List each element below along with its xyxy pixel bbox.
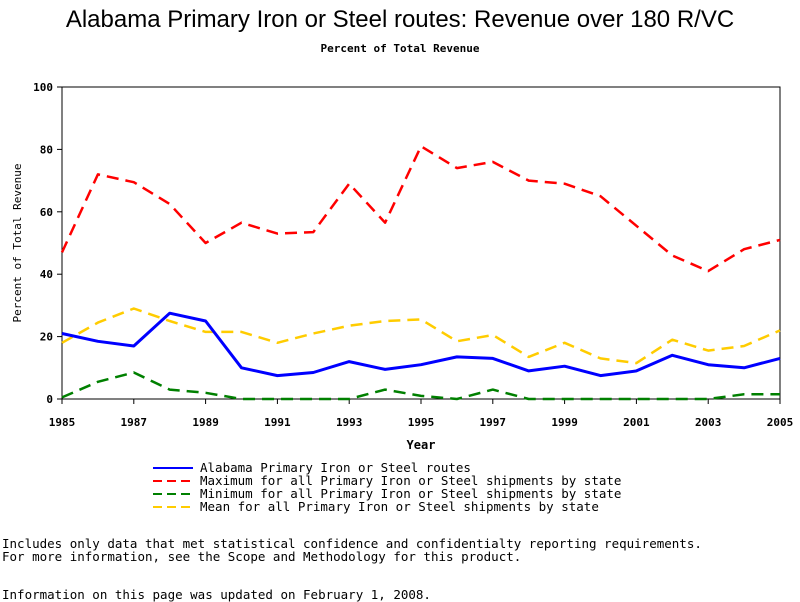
legend-label: Alabama Primary Iron or Steel routes — [200, 460, 471, 475]
legend-label: Mean for all Primary Iron or Steel shipm… — [200, 499, 599, 514]
series-line-3 — [61, 307, 781, 365]
x-tick-label: 1989 — [192, 416, 219, 429]
x-tick-label: 2001 — [623, 416, 650, 429]
series-line-1 — [60, 145, 781, 273]
chart-title: Alabama Primary Iron or Steel routes: Re… — [65, 6, 735, 33]
series-line-0 — [61, 311, 781, 378]
y-axis: 0 20 40 60 80 100 — [33, 81, 62, 406]
y-tick-label: 80 — [40, 143, 53, 156]
y-tick-label: 20 — [40, 331, 53, 344]
y-tick-label: 0 — [46, 393, 53, 406]
chart-subtitle: Percent of Total Revenue — [320, 42, 480, 55]
x-tick-label: 2005 — [767, 416, 794, 429]
x-tick-label: 1987 — [121, 416, 148, 429]
note-line-2: For more information, see the Scope and … — [2, 549, 522, 564]
x-tick-label: 1985 — [49, 416, 76, 429]
y-tick-label: 100 — [33, 81, 53, 94]
y-tick-label: 60 — [40, 206, 53, 219]
plot-frame — [61, 86, 781, 400]
y-tick-label: 40 — [40, 268, 53, 281]
x-tick-label: 1993 — [336, 416, 363, 429]
x-tick-label: 2003 — [695, 416, 722, 429]
legend-label: Minimum for all Primary Iron or Steel sh… — [200, 486, 621, 501]
x-axis-label: Year — [407, 438, 436, 452]
y-axis-label: Percent of Total Revenue — [11, 164, 24, 323]
updated-note: Information on this page was updated on … — [2, 587, 431, 602]
note-line-1: Includes only data that met statistical … — [2, 536, 702, 551]
legend: Alabama Primary Iron or Steel routesMaxi… — [153, 460, 621, 514]
x-axis: 1985 1987 1989 1991 1993 1995 1997 1999 2001 2003… — [49, 399, 794, 429]
series-group — [60, 145, 781, 401]
x-tick-label: 1997 — [480, 416, 507, 429]
x-tick-label: 1999 — [551, 416, 578, 429]
series-line-2 — [61, 371, 780, 401]
x-tick-label: 1991 — [264, 416, 291, 429]
legend-label: Maximum for all Primary Iron or Steel sh… — [200, 473, 621, 488]
x-tick-label: 1995 — [408, 416, 435, 429]
